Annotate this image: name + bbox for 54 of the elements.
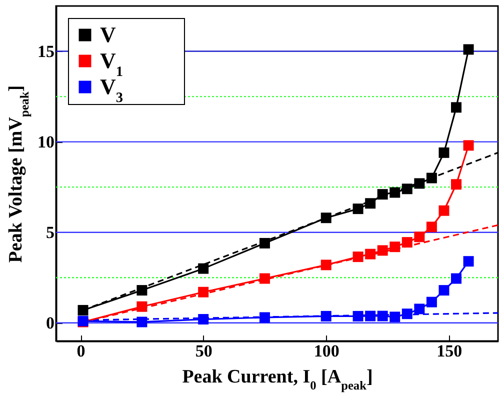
y-tick-label: 0: [46, 313, 54, 332]
x-tick-label: 50: [195, 342, 212, 360]
point: [198, 263, 209, 274]
point: [402, 184, 412, 194]
point: [352, 204, 364, 214]
point: [463, 256, 474, 267]
legend-label: V$_{1}$: [100, 48, 124, 80]
point: [136, 301, 148, 312]
point: [438, 147, 450, 158]
point: [438, 205, 450, 216]
point: [390, 242, 400, 252]
y-tick-label: 15: [38, 42, 54, 61]
point: [320, 260, 332, 270]
legend-label: V: [100, 22, 116, 47]
x-tick-label: 100: [314, 342, 340, 360]
point: [136, 316, 148, 328]
point: [320, 212, 332, 224]
point: [78, 304, 88, 316]
point: [259, 312, 270, 323]
point: [414, 304, 425, 314]
point: [377, 189, 388, 200]
point: [377, 245, 388, 256]
point: [259, 238, 270, 248]
point: [426, 296, 437, 308]
point: [414, 232, 425, 242]
point: [463, 44, 474, 55]
x-tick-label: 0: [76, 342, 86, 360]
point: [451, 102, 462, 113]
point: [402, 237, 412, 248]
point: [463, 140, 474, 151]
point: [451, 179, 462, 190]
point: [390, 187, 400, 198]
point: [426, 222, 437, 232]
point: [352, 310, 364, 322]
point: [377, 310, 388, 322]
x-tick-label: 150: [436, 342, 462, 360]
point: [365, 248, 376, 260]
point: [259, 273, 270, 284]
point: [365, 310, 376, 322]
point: [414, 178, 425, 189]
x-axis-title: Peak Current, I$_{0}$ [A$_{peak}$]: [182, 366, 373, 392]
point: [198, 286, 209, 298]
point: [320, 310, 332, 322]
y-tick-label: 10: [38, 132, 54, 152]
point: [136, 285, 148, 296]
point: [365, 198, 376, 209]
point: [402, 308, 412, 320]
point: [198, 314, 209, 325]
point: [426, 172, 437, 184]
point: [438, 285, 450, 296]
point: [451, 273, 462, 284]
point: [352, 252, 364, 262]
point: [390, 312, 400, 322]
y-tick-label: 5: [46, 222, 54, 242]
